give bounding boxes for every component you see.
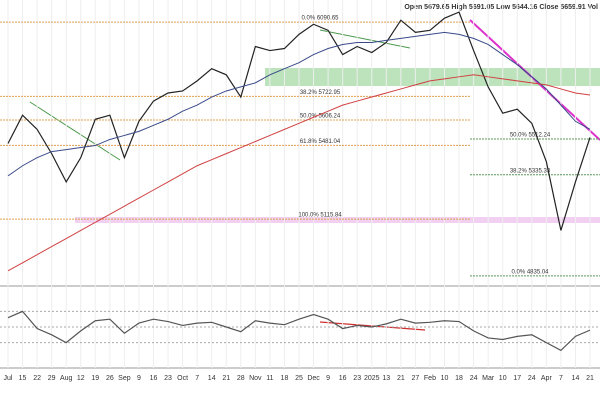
x-tick-label: 28 (237, 375, 245, 382)
x-tick-label: 21 (586, 375, 594, 382)
x-tick-label: Jul (4, 375, 13, 382)
fib-label: 0.0% 4835.04 (511, 269, 549, 275)
x-tick-label: 10 (441, 375, 449, 382)
trend-line (29, 101, 121, 161)
x-tick-label: 18 (455, 375, 463, 382)
x-tick-label: Nov (249, 375, 262, 382)
fib-label: 61.8% 5481.04 (300, 139, 341, 145)
x-tick-label: Mar (482, 375, 495, 382)
x-tick-label: 11 (266, 375, 273, 382)
series-line (7, 11, 591, 231)
x-tick-label: 22 (33, 375, 41, 382)
x-tick-label: 14 (572, 375, 580, 382)
series-line (7, 310, 591, 352)
fib-label: 50.0% 5512.24 (510, 133, 551, 139)
x-tick-label: 10 (499, 375, 507, 382)
x-tick-label: Dec (307, 375, 320, 382)
x-tick-label: Feb (424, 375, 436, 382)
series-line (7, 31, 591, 177)
x-tick-label: Apr (541, 375, 553, 382)
x-tick-label: 19 (91, 375, 99, 382)
x-tick-label: 7 (559, 375, 563, 382)
trend-line (319, 29, 411, 49)
x-tick-label: 29 (48, 375, 56, 382)
fib-label: 38.2% 5335.33 (510, 168, 551, 174)
x-tick-label: Aug (60, 375, 73, 382)
fib-label: 50.0% 5606.24 (300, 114, 341, 120)
x-tick-label: 15 (19, 375, 27, 382)
fib-label: 0.0% 6090.65 (301, 16, 339, 22)
x-tick-label: 23 (164, 375, 172, 382)
x-tick-label: 24 (528, 375, 536, 382)
fib-label: 100.0% 5115.84 (298, 213, 342, 219)
x-tick-label: 21 (222, 375, 230, 382)
x-tick-label: Oct (177, 375, 188, 382)
x-tick-label: 14 (208, 375, 216, 382)
x-tick-label: 21 (397, 375, 405, 382)
x-tick-label: 18 (281, 375, 289, 382)
x-tick-label: 25 (295, 375, 303, 382)
x-tick-label: 17 (513, 375, 521, 382)
fib-label: 38.2% 5722.95 (300, 90, 341, 96)
x-tick-label: 7 (195, 375, 199, 382)
series-line (7, 74, 591, 272)
x-tick-label: 9 (137, 375, 141, 382)
x-tick-label: 27 (412, 375, 420, 382)
quote-header: Open 5679.65 High 5691.05 Low 5644.16 Cl… (404, 4, 598, 11)
x-tick-label: 26 (106, 375, 114, 382)
support-zone (265, 68, 600, 86)
x-tick-label: 13 (382, 375, 390, 382)
x-tick-label: 23 (353, 375, 361, 382)
zone (75, 217, 600, 223)
x-tick-label: 16 (150, 375, 158, 382)
x-tick-label: 2025 (364, 375, 380, 382)
x-tick-label: 9 (326, 375, 330, 382)
x-tick-label: 16 (339, 375, 347, 382)
x-tick-label: Sep (118, 375, 131, 382)
divergence-line (319, 321, 426, 331)
x-tick-label: 24 (470, 375, 478, 382)
x-tick-label: 12 (77, 375, 85, 382)
